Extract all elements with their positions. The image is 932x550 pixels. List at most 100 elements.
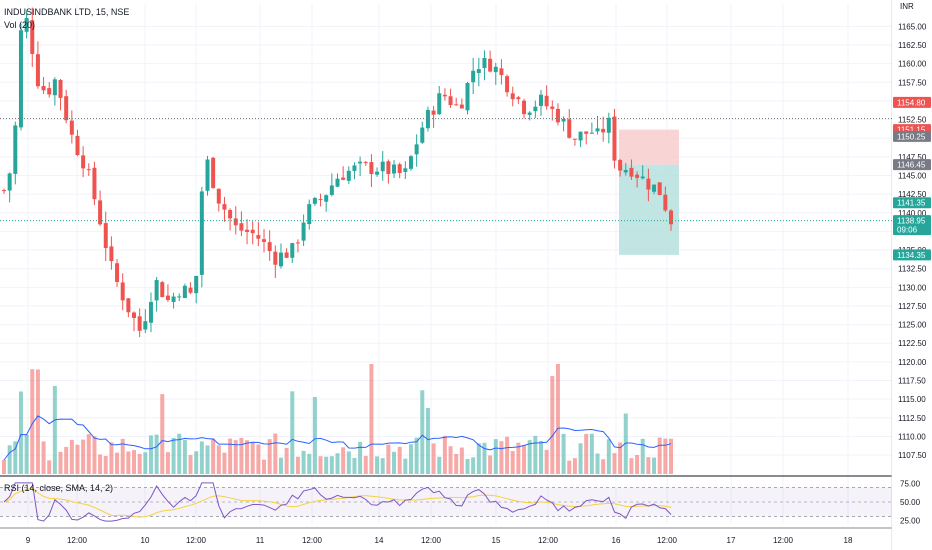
- candle-body: [295, 242, 300, 244]
- candle-body: [346, 170, 351, 181]
- time-tick-label: 12:00: [421, 536, 442, 545]
- volume-bar: [75, 444, 80, 474]
- volume-bar: [386, 444, 391, 474]
- rsi-tick-label: 25.00: [900, 516, 921, 525]
- price-tick-label: 1147.50: [898, 153, 927, 162]
- candle-body: [250, 229, 255, 234]
- time-tick-label: 12:00: [538, 536, 559, 545]
- time-tick-label: 12:00: [186, 536, 207, 545]
- volume-bar: [669, 438, 673, 474]
- candle-body: [109, 246, 114, 262]
- candle-body: [669, 210, 673, 225]
- volume-bar: [245, 440, 250, 474]
- volume-bar: [657, 437, 662, 474]
- candle-body: [13, 125, 18, 174]
- candle-body: [86, 169, 91, 171]
- volume-bar: [115, 452, 120, 474]
- volume-bar: [606, 439, 611, 474]
- candle-body: [47, 88, 52, 95]
- rsi-pane: [0, 482, 892, 522]
- candle-body: [488, 58, 493, 72]
- candle-body: [550, 106, 555, 109]
- price-axis-bg: [892, 0, 932, 550]
- volume-bar: [239, 437, 244, 474]
- volume-bar: [499, 441, 504, 474]
- time-tick-label: 17: [727, 536, 736, 545]
- volume-bar: [199, 441, 204, 474]
- volume-bar: [165, 452, 170, 474]
- volume-bar: [527, 440, 532, 474]
- candle-body: [278, 252, 283, 267]
- volume-bar: [30, 369, 35, 474]
- candle-body: [126, 298, 131, 313]
- candle-body: [606, 117, 611, 133]
- volume-bar: [307, 453, 312, 474]
- volume-bar: [380, 458, 385, 474]
- candle-body: [657, 182, 662, 195]
- price-tick-label: 1107.50: [898, 451, 927, 460]
- price-tag: [893, 249, 931, 261]
- candle-body: [160, 282, 165, 298]
- price-tick-label: 1120.00: [898, 358, 927, 367]
- volume-bar: [471, 457, 476, 474]
- take-profit-zone: [619, 164, 679, 255]
- candle-body: [52, 79, 57, 96]
- volume-bar: [572, 458, 577, 474]
- volume-bar: [567, 460, 572, 474]
- candle-body: [69, 120, 74, 135]
- volume-bar: [459, 447, 464, 474]
- price-tick-label: 1165.00: [898, 22, 927, 31]
- candle-body: [58, 80, 63, 98]
- volume-bar: [352, 457, 357, 474]
- candle-body: [555, 108, 560, 123]
- time-axis[interactable]: 9 12:00 10 12:00 11 12:00 14 12:00 15 12:00 16 12:0…: [26, 536, 853, 545]
- candle-body: [561, 119, 566, 122]
- price-tick-label: 1160.00: [898, 60, 927, 69]
- time-tick-label: 12:00: [657, 536, 678, 545]
- candle-body: [623, 169, 628, 173]
- volume-bar: [256, 444, 261, 474]
- candle-body: [301, 222, 306, 241]
- volume-bar: [160, 394, 165, 474]
- candle-body: [312, 197, 317, 204]
- stop-loss-zone: [619, 129, 679, 165]
- price-tag-label: 1150.25: [897, 132, 926, 141]
- volume-bar: [24, 434, 29, 474]
- volume-bar: [522, 444, 527, 474]
- candle-body: [522, 100, 527, 115]
- volume-bar: [346, 451, 351, 474]
- rsi-indicator-label[interactable]: RSI (14, close, SMA, 14, 2): [4, 483, 114, 493]
- candle-body: [510, 93, 515, 100]
- candle-body: [663, 194, 668, 211]
- candle-body: [318, 199, 323, 201]
- symbol-title[interactable]: INDUSINDBANK LTD, 15, NSE: [4, 7, 130, 17]
- time-tick-label: 12:00: [302, 536, 323, 545]
- candle-body: [533, 106, 538, 112]
- volume-bar: [335, 453, 340, 474]
- candle-body: [493, 66, 498, 73]
- volume-bar: [216, 445, 221, 474]
- volume-bar: [555, 364, 560, 474]
- candle-body: [222, 204, 227, 210]
- candle-body: [228, 209, 233, 219]
- price-tick-label: 1112.50: [898, 414, 926, 423]
- volume-bar: [623, 413, 628, 474]
- volume-ma-line: [3, 415, 672, 461]
- candle-body: [115, 263, 120, 282]
- volume-bar: [267, 439, 272, 474]
- candle-body: [482, 57, 487, 68]
- candle-body: [544, 95, 549, 107]
- volume-bar: [392, 451, 397, 474]
- candle-body: [205, 159, 210, 191]
- candle-body: [211, 157, 216, 188]
- volume-bar: [2, 459, 6, 474]
- price-tag-label: 1141.35: [897, 199, 926, 208]
- candle-body: [256, 235, 261, 239]
- volume-indicator-label[interactable]: Vol (20): [4, 20, 36, 30]
- volume-bar: [222, 452, 227, 474]
- volume-bar: [295, 456, 300, 474]
- price-axis[interactable]: INR1165.001162.501160.001157.501155.0011…: [892, 0, 932, 550]
- volume-bar: [465, 458, 470, 474]
